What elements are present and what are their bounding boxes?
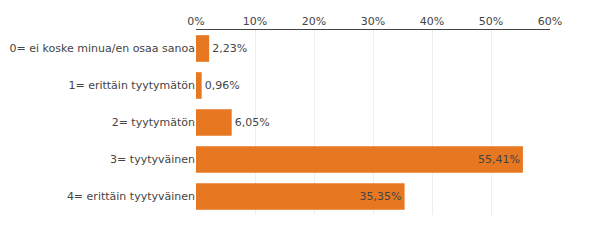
svg-text:6,05%: 6,05%	[235, 116, 270, 129]
svg-text:30%: 30%	[361, 15, 385, 28]
svg-text:20%: 20%	[302, 15, 326, 28]
svg-text:3= tyytyväinen: 3= tyytyväinen	[110, 153, 195, 166]
svg-text:1= erittäin tyytymätön: 1= erittäin tyytymätön	[68, 79, 195, 92]
svg-text:2= tyytymätön: 2= tyytymätön	[112, 116, 195, 129]
svg-text:35,35%: 35,35%	[360, 190, 402, 203]
svg-text:55,41%: 55,41%	[478, 153, 520, 166]
svg-text:0,96%: 0,96%	[205, 79, 240, 92]
svg-text:0%: 0%	[187, 15, 204, 28]
svg-text:10%: 10%	[243, 15, 267, 28]
svg-text:2,23%: 2,23%	[212, 42, 247, 55]
svg-text:60%: 60%	[538, 15, 562, 28]
svg-text:0= ei koske minua/en osaa sano: 0= ei koske minua/en osaa sanoa	[10, 42, 195, 55]
svg-text:40%: 40%	[420, 15, 444, 28]
svg-text:4= erittäin tyytyväinen: 4= erittäin tyytyväinen	[67, 190, 195, 203]
svg-text:50%: 50%	[479, 15, 503, 28]
